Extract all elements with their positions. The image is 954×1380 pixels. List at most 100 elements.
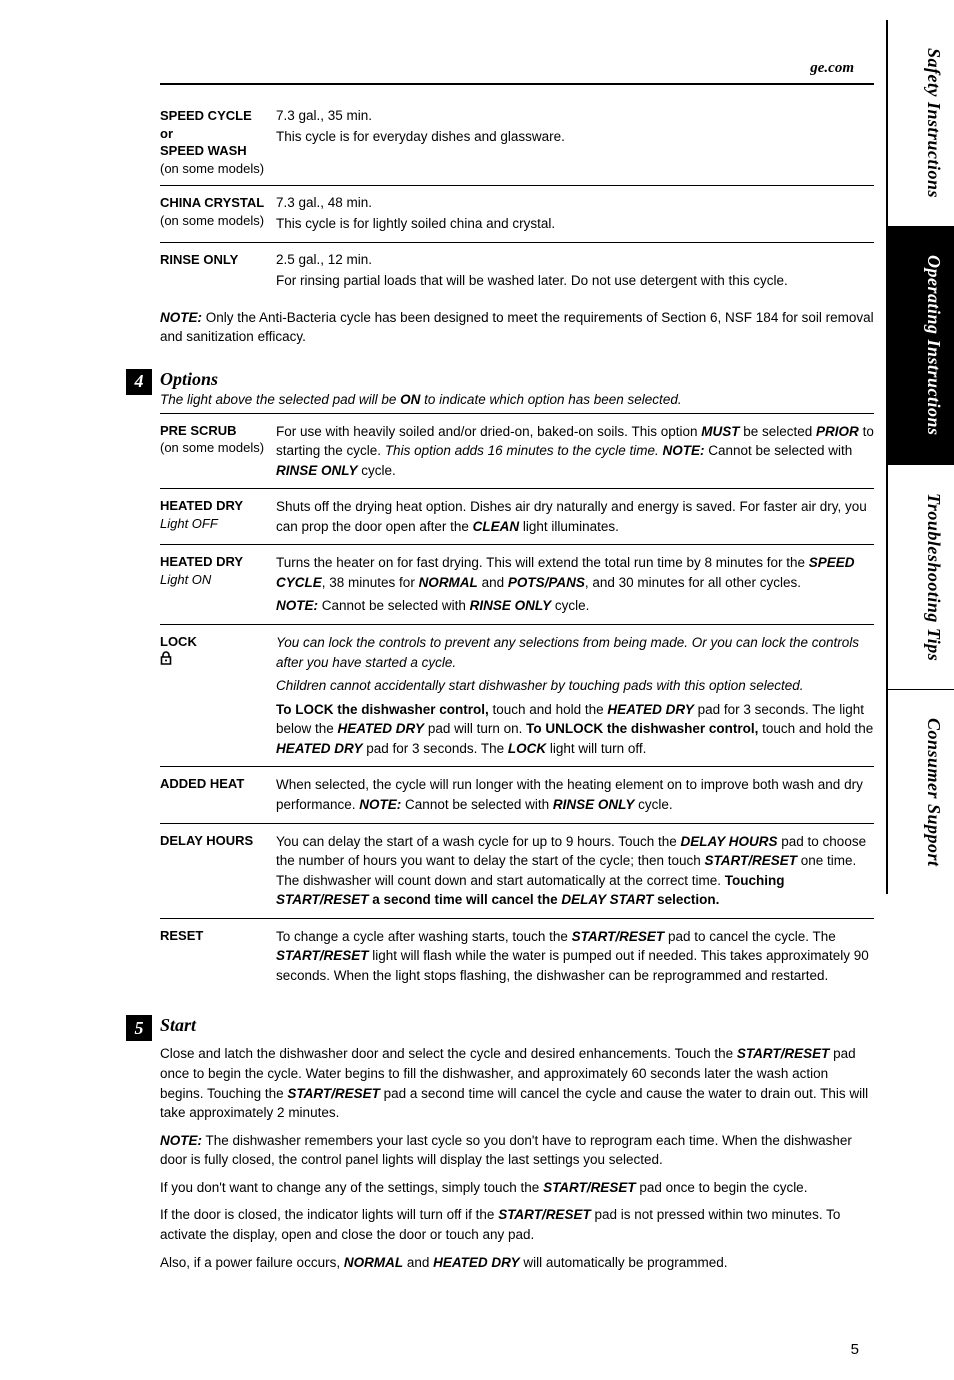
start-p3: If you don't want to change any of the s… (160, 1178, 874, 1198)
t: START/RESET (498, 1207, 591, 1222)
opt-desc: For use with heavily soiled and/or dried… (276, 422, 874, 481)
t: pad to cancel the cycle. The (664, 929, 836, 944)
section-number-icon: 4 (126, 369, 152, 395)
opt-label: DELAY HOURS (160, 832, 276, 910)
cycle-name: RINSE ONLY (160, 252, 238, 267)
t: If you don't want to change any of the s… (160, 1180, 543, 1195)
opt-desc: Shuts off the drying heat option. Dishes… (276, 497, 874, 536)
t: Turns the heater on for fast drying. Thi… (276, 555, 809, 570)
t: To LOCK the dishwasher control, (276, 702, 489, 717)
t: HEATED DRY (160, 554, 243, 569)
opt-heated-dry-on: HEATED DRY Light ON Turns the heater on … (160, 544, 874, 624)
cycle-rinse: RINSE ONLY 2.5 gal., 12 min. For rinsing… (160, 243, 874, 299)
t: PRE SCRUB (160, 423, 237, 438)
t: Cannot be selected with (704, 443, 852, 458)
t: Children cannot accidentally start dishw… (276, 678, 804, 693)
t: POTS/PANS (508, 575, 585, 590)
cycle-note: (on some models) (160, 161, 264, 176)
t: LOCK (508, 741, 546, 756)
nsf-note: NOTE: Only the Anti-Bacteria cycle has b… (160, 309, 874, 347)
section-title: Start (160, 1015, 874, 1036)
t: cycle. (551, 598, 589, 613)
cycle-note: (on some models) (160, 213, 264, 228)
cycle-text: For rinsing partial loads that will be w… (276, 272, 874, 291)
opt-delay-hours: DELAY HOURS You can delay the start of a… (160, 823, 874, 918)
opt-label: HEATED DRY Light OFF (160, 497, 276, 536)
t: RESET (160, 928, 203, 943)
section-start: 5 Start (160, 1015, 874, 1036)
cycle-china: CHINA CRYSTAL (on some models) 7.3 gal.,… (160, 186, 874, 243)
t: START/RESET (276, 948, 369, 963)
section-number-icon: 5 (126, 1015, 152, 1041)
t: Touching (725, 873, 785, 888)
section-title: Options (160, 369, 682, 390)
t: RINSE ONLY (470, 598, 552, 613)
t: NOTE: (160, 1133, 202, 1148)
t: light illuminates. (519, 519, 619, 534)
t: , 38 minutes for (322, 575, 419, 590)
header-url: ge.com (160, 60, 874, 85)
start-p2: NOTE: The dishwasher remembers your last… (160, 1131, 874, 1170)
t: be selected (739, 424, 816, 439)
t: START/RESET (705, 853, 798, 868)
t: RINSE ONLY (276, 463, 358, 478)
cycle-label: SPEED CYCLE or SPEED WASH (on some model… (160, 107, 276, 177)
opt-desc: You can delay the start of a wash cycle … (276, 832, 874, 910)
t: Also, if a power failure occurs, (160, 1255, 344, 1270)
cycle-or: or (160, 126, 173, 141)
t: DELAY HOURS (160, 833, 253, 848)
cycle-speed: SPEED CYCLE or SPEED WASH (on some model… (160, 99, 874, 186)
opt-prescrub: PRE SCRUB (on some models) For use with … (160, 413, 874, 489)
t: cycle. (634, 797, 672, 812)
opt-lock: LOCK You can lock the controls to preven… (160, 624, 874, 766)
t: Light OFF (160, 516, 218, 531)
t: , and 30 minutes for all other cycles. (585, 575, 801, 590)
cycle-stat: 7.3 gal., 48 min. (276, 194, 874, 213)
t: START/RESET (287, 1086, 380, 1101)
t: pad will turn on. (424, 721, 526, 736)
start-p1: Close and latch the dishwasher door and … (160, 1044, 874, 1122)
t: START/RESET (276, 892, 369, 907)
t: NOTE: (359, 797, 401, 812)
t: Cannot be selected with (318, 598, 470, 613)
section-sub: The light above the selected pad will be… (160, 392, 682, 407)
t: selection. (653, 892, 719, 907)
t: HEATED DRY (433, 1255, 520, 1270)
page-number: 5 (851, 1341, 859, 1358)
opt-desc: When selected, the cycle will run longer… (276, 775, 874, 814)
cycle-stat: 2.5 gal., 12 min. (276, 251, 874, 270)
t: DELAY START (561, 892, 653, 907)
t: To UNLOCK the dishwasher control, (526, 721, 758, 736)
opt-label: HEATED DRY Light ON (160, 553, 276, 616)
t: will automatically be programmed. (520, 1255, 728, 1270)
cycle-name: SPEED CYCLE (160, 108, 252, 123)
t: HEATED DRY (160, 498, 243, 513)
t: ON (400, 392, 420, 407)
cycle-name2: SPEED WASH (160, 143, 247, 158)
t: pad for 3 seconds. The (363, 741, 508, 756)
cycle-stat: 7.3 gal., 35 min. (276, 107, 874, 126)
t: Light ON (160, 572, 211, 587)
t: touch and hold the (489, 702, 608, 717)
cycle-name: CHINA CRYSTAL (160, 195, 264, 210)
opt-label: RESET (160, 927, 276, 986)
opt-desc: Turns the heater on for fast drying. Thi… (276, 553, 874, 616)
t: light will turn off. (546, 741, 646, 756)
start-p5: Also, if a power failure occurs, NORMAL … (160, 1253, 874, 1273)
cycle-label: CHINA CRYSTAL (on some models) (160, 194, 276, 234)
t: CLEAN (473, 519, 520, 534)
note-text: Only the Anti-Bacteria cycle has been de… (160, 310, 874, 344)
t: pad once to begin the cycle. (636, 1180, 808, 1195)
t: NOTE: (276, 598, 318, 613)
t: LOCK (160, 634, 197, 649)
t: a second time will cancel the (369, 892, 562, 907)
t: For use with heavily soiled and/or dried… (276, 424, 701, 439)
start-p4: If the door is closed, the indicator lig… (160, 1205, 874, 1244)
t: (on some models) (160, 440, 264, 455)
t: HEATED DRY (607, 702, 694, 717)
t: DELAY HOURS (681, 834, 778, 849)
cycle-desc: 7.3 gal., 35 min. This cycle is for ever… (276, 107, 874, 177)
cycle-desc: 7.3 gal., 48 min. This cycle is for ligh… (276, 194, 874, 234)
t: MUST (701, 424, 739, 439)
t: START/RESET (543, 1180, 636, 1195)
